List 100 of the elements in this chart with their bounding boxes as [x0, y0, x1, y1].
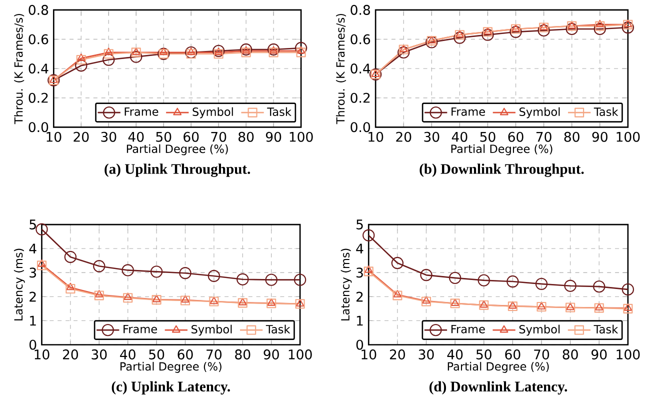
- point: [564, 280, 576, 292]
- point: [238, 298, 247, 306]
- point: [393, 290, 402, 298]
- point: [210, 296, 218, 304]
- point: [510, 26, 522, 38]
- point: [566, 302, 575, 310]
- x-tick-label: 50: [480, 132, 496, 142]
- y-tick-label: 1: [30, 316, 36, 326]
- point: [122, 264, 134, 276]
- point: [66, 282, 75, 290]
- x-tick-label: 60: [184, 132, 199, 142]
- x-tick-label: 90: [266, 132, 282, 142]
- legend-label: Frame: [124, 324, 157, 334]
- x-tick-label: 70: [536, 132, 552, 142]
- y-tick-label: 3: [30, 267, 36, 278]
- x-tick-label: 10: [34, 349, 50, 360]
- point: [104, 48, 114, 59]
- point: [132, 48, 140, 55]
- point: [38, 259, 46, 267]
- text: (c) Uplink Latency.: [112, 381, 230, 394]
- point: [624, 303, 632, 311]
- point: [123, 292, 133, 302]
- point: [510, 24, 521, 34]
- point: [130, 50, 142, 63]
- point: [595, 21, 605, 31]
- x-tick-label: 90: [592, 349, 607, 360]
- y-tick-label: 0: [30, 340, 36, 350]
- point: [186, 48, 196, 59]
- x-tick-label: 80: [562, 349, 578, 360]
- x-tick-label: 50: [149, 349, 164, 360]
- x-tick-label: 20: [62, 349, 78, 360]
- point: [294, 42, 308, 54]
- x-tick-label: 90: [592, 132, 608, 142]
- y-axis-title: Latency (ms): [14, 248, 25, 320]
- y-axis-title: Throu. (K Frames/s): [336, 14, 346, 124]
- point: [66, 284, 76, 294]
- point: [538, 24, 550, 36]
- point: [596, 20, 604, 28]
- x-tick-label: 10: [46, 132, 62, 142]
- x-tick-label: 80: [564, 132, 580, 142]
- point: [94, 290, 104, 300]
- point: [102, 54, 115, 66]
- point: [150, 265, 163, 278]
- point: [566, 302, 576, 312]
- point: [36, 260, 47, 270]
- x-tick-label: 20: [396, 132, 412, 142]
- y-tick-label: 0.2: [28, 92, 48, 103]
- point: [594, 303, 604, 313]
- x-axis-title: Partial Degree (%): [448, 362, 549, 373]
- point: [296, 48, 306, 58]
- x-tick-label: 70: [211, 132, 226, 142]
- x-tick-label: 60: [508, 132, 524, 142]
- x-tick-label: 10: [368, 132, 384, 142]
- point: [392, 290, 402, 300]
- point: [391, 256, 404, 269]
- legend-label: Symbol: [192, 107, 233, 118]
- x-tick-label: 100: [290, 132, 313, 142]
- x-tick-label: 30: [92, 349, 107, 360]
- x-tick-label: 60: [505, 349, 520, 360]
- point: [566, 22, 578, 35]
- point: [362, 229, 375, 242]
- point: [236, 273, 249, 286]
- point: [594, 22, 606, 35]
- y-tick-label: 0.0: [350, 122, 370, 132]
- x-tick-label: 100: [616, 132, 640, 142]
- y-tick-label: 0.8: [28, 4, 48, 15]
- point: [426, 36, 438, 48]
- point: [482, 27, 492, 37]
- x-tick-label: 70: [534, 349, 550, 360]
- x-axis-title: Partial Degree (%): [120, 362, 222, 373]
- y-tick-label: 5: [30, 219, 36, 230]
- point: [93, 260, 106, 272]
- point: [64, 250, 77, 263]
- x-tick-label: 80: [238, 132, 254, 142]
- point: [265, 274, 278, 286]
- point: [208, 270, 220, 282]
- x-tick-label: 20: [74, 132, 89, 142]
- text: (a) Uplink Throughput.: [104, 164, 250, 177]
- point: [594, 302, 604, 310]
- legend-label: Frame: [124, 107, 158, 116]
- point: [75, 59, 88, 72]
- legend-label: Task: [594, 324, 618, 334]
- point: [104, 48, 113, 55]
- y-tick-label: 0: [356, 340, 364, 350]
- y-tick-label: 4: [356, 244, 364, 254]
- y-tick-label: 0.4: [28, 63, 48, 74]
- point: [623, 304, 633, 314]
- y-tick-label: 2: [356, 292, 363, 302]
- point: [296, 298, 304, 306]
- y-axis-title: Latency (ms): [340, 248, 352, 320]
- point: [241, 48, 251, 58]
- point: [185, 46, 198, 58]
- point: [36, 223, 48, 236]
- y-tick-label: 4: [29, 244, 36, 254]
- y-tick-label: 3: [356, 267, 363, 278]
- point: [212, 44, 225, 57]
- legend-label: Task: [266, 324, 290, 334]
- point: [420, 268, 432, 281]
- y-tick-label: 0.6: [28, 34, 48, 44]
- y-tick-label: 0.0: [28, 122, 48, 132]
